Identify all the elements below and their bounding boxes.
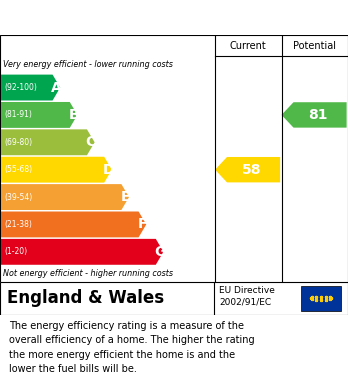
Text: D: D — [102, 163, 114, 177]
Text: 58: 58 — [242, 163, 262, 177]
Text: The energy efficiency rating is a measure of the
overall efficiency of a home. T: The energy efficiency rating is a measur… — [9, 321, 254, 374]
Text: (1-20): (1-20) — [4, 248, 27, 256]
Text: (39-54): (39-54) — [4, 192, 32, 202]
Text: EU Directive
2002/91/EC: EU Directive 2002/91/EC — [219, 286, 275, 307]
Polygon shape — [1, 184, 129, 210]
Text: (81-91): (81-91) — [4, 110, 32, 119]
Polygon shape — [215, 157, 280, 182]
Text: Not energy efficient - higher running costs: Not energy efficient - higher running co… — [3, 269, 174, 278]
Polygon shape — [1, 129, 95, 155]
Text: E: E — [120, 190, 130, 204]
Text: C: C — [86, 135, 96, 149]
Polygon shape — [1, 212, 146, 237]
Text: (21-38): (21-38) — [4, 220, 32, 229]
Polygon shape — [1, 157, 112, 183]
Text: Energy Efficiency Rating: Energy Efficiency Rating — [9, 10, 230, 25]
Text: A: A — [51, 81, 62, 95]
Text: F: F — [138, 217, 147, 231]
Polygon shape — [282, 102, 347, 127]
Text: (69-80): (69-80) — [4, 138, 32, 147]
Text: Current: Current — [230, 41, 267, 51]
Text: Potential: Potential — [293, 41, 336, 51]
Text: Very energy efficient - lower running costs: Very energy efficient - lower running co… — [3, 59, 173, 68]
Bar — [301, 285, 341, 311]
Text: 81: 81 — [309, 108, 328, 122]
Text: G: G — [154, 245, 165, 259]
Polygon shape — [1, 239, 164, 265]
Polygon shape — [1, 102, 77, 128]
Text: England & Wales: England & Wales — [7, 289, 164, 307]
Polygon shape — [1, 75, 60, 100]
Text: (55-68): (55-68) — [4, 165, 32, 174]
Text: (92-100): (92-100) — [4, 83, 37, 92]
Text: B: B — [68, 108, 79, 122]
